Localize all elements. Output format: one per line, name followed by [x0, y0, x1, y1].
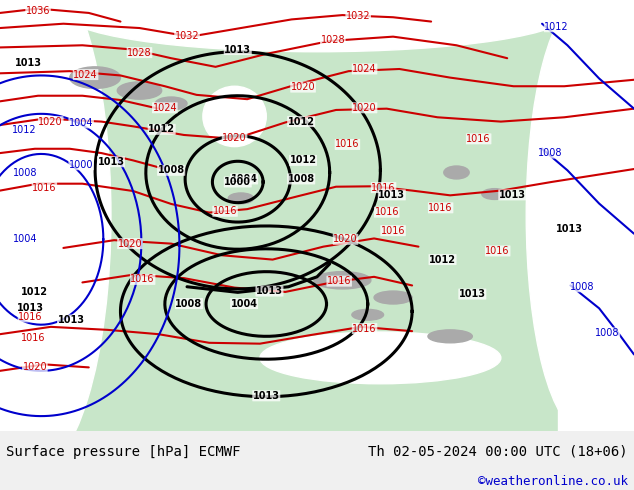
Text: 1013: 1013: [499, 190, 526, 200]
Text: 1032: 1032: [346, 11, 370, 21]
Text: 1012: 1012: [22, 287, 48, 297]
Text: ©weatheronline.co.uk: ©weatheronline.co.uk: [477, 475, 628, 488]
Text: 1016: 1016: [381, 226, 405, 236]
Text: 1000: 1000: [69, 160, 93, 170]
Ellipse shape: [482, 189, 507, 199]
Text: 1016: 1016: [429, 203, 453, 213]
Text: Th 02-05-2024 00:00 UTC (18+06): Th 02-05-2024 00:00 UTC (18+06): [368, 445, 628, 459]
Text: 1013: 1013: [459, 289, 486, 299]
Text: 1016: 1016: [353, 323, 377, 334]
Ellipse shape: [260, 332, 501, 384]
Text: 1013: 1013: [17, 303, 44, 313]
Text: 1020: 1020: [223, 133, 247, 143]
Ellipse shape: [374, 291, 412, 304]
Text: 1004: 1004: [69, 118, 93, 128]
Text: 1012: 1012: [288, 117, 314, 126]
Text: 1008: 1008: [176, 298, 202, 309]
Text: 1013: 1013: [253, 391, 280, 401]
Text: 1020: 1020: [291, 82, 315, 92]
Text: 1013: 1013: [556, 224, 583, 234]
Text: 1016: 1016: [327, 276, 351, 286]
Text: 1024: 1024: [153, 103, 177, 113]
Ellipse shape: [203, 86, 266, 147]
Ellipse shape: [155, 97, 187, 110]
Text: 1012: 1012: [12, 125, 36, 135]
Text: 1004: 1004: [231, 174, 257, 184]
Bar: [558, 0, 634, 431]
Text: 1032: 1032: [175, 31, 199, 41]
Ellipse shape: [314, 271, 371, 289]
Ellipse shape: [428, 330, 472, 343]
Text: 1016: 1016: [21, 334, 45, 343]
Text: 1008: 1008: [158, 165, 184, 175]
Text: 1013: 1013: [15, 57, 42, 68]
Text: 1028: 1028: [127, 48, 152, 58]
Text: 1004: 1004: [13, 234, 37, 245]
Ellipse shape: [117, 82, 162, 99]
Ellipse shape: [526, 0, 634, 431]
Ellipse shape: [0, 0, 111, 474]
Ellipse shape: [70, 67, 120, 88]
Text: 1016: 1016: [372, 183, 396, 193]
Text: 1020: 1020: [39, 117, 63, 126]
Text: 1012: 1012: [545, 22, 569, 32]
Text: 1012: 1012: [290, 155, 316, 166]
Text: 1016: 1016: [18, 312, 42, 322]
Text: 1020: 1020: [118, 239, 142, 248]
Text: 1016: 1016: [131, 274, 155, 284]
Text: 1020: 1020: [23, 363, 47, 372]
Text: 1028: 1028: [321, 35, 345, 45]
Text: 1013: 1013: [256, 286, 283, 296]
Text: 1008: 1008: [13, 169, 37, 178]
Text: 1013: 1013: [58, 315, 84, 325]
Text: 1036: 1036: [26, 6, 50, 16]
Text: 1008: 1008: [595, 328, 619, 338]
Ellipse shape: [444, 166, 469, 179]
Text: Surface pressure [hPa] ECMWF: Surface pressure [hPa] ECMWF: [6, 445, 241, 459]
Text: 1013: 1013: [224, 45, 251, 54]
Text: 1012: 1012: [429, 255, 456, 265]
Text: 1008: 1008: [570, 282, 594, 292]
Text: 1008: 1008: [288, 174, 314, 184]
Text: 1024: 1024: [353, 64, 377, 74]
Text: 1000: 1000: [224, 177, 251, 187]
Text: 1016: 1016: [213, 206, 237, 216]
Text: 1020: 1020: [353, 103, 377, 113]
Text: 1024: 1024: [74, 70, 98, 79]
Text: 1016: 1016: [335, 140, 359, 149]
Ellipse shape: [352, 309, 384, 320]
Text: 1016: 1016: [486, 246, 510, 256]
Text: 1013: 1013: [378, 190, 405, 200]
Text: 1020: 1020: [333, 234, 358, 245]
Text: 1016: 1016: [467, 134, 491, 144]
Ellipse shape: [228, 193, 254, 204]
Text: 1016: 1016: [32, 183, 56, 193]
Text: 1016: 1016: [375, 207, 399, 217]
Ellipse shape: [63, 0, 571, 52]
Text: 1008: 1008: [538, 148, 562, 158]
Text: 1012: 1012: [148, 124, 175, 134]
Text: 1013: 1013: [98, 157, 124, 167]
Text: 1004: 1004: [231, 298, 257, 309]
